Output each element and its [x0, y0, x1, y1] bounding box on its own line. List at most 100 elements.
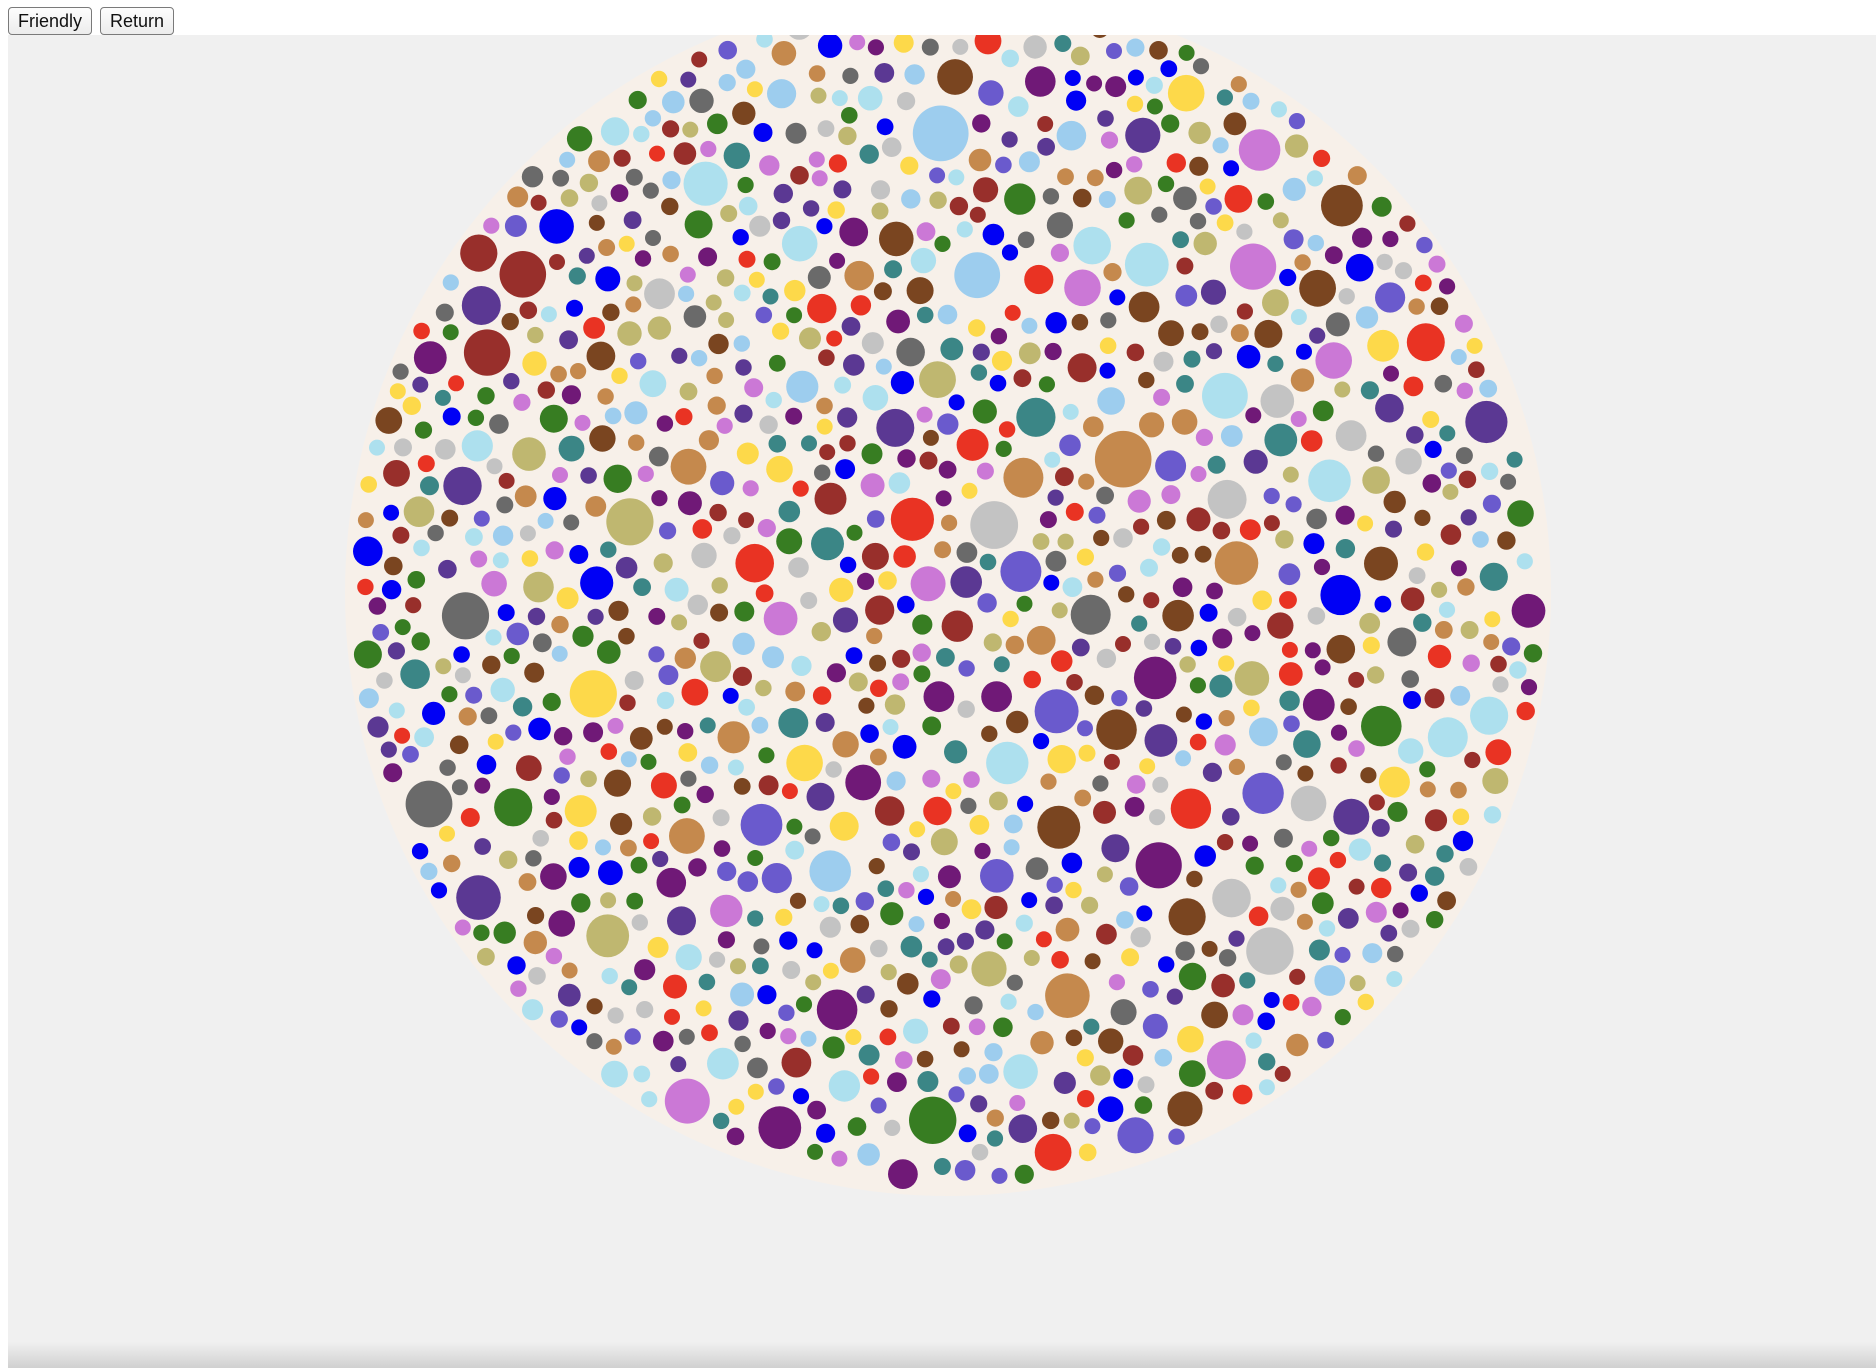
bubble[interactable]	[970, 364, 988, 381]
bubble[interactable]	[1103, 263, 1122, 282]
bubble[interactable]	[1299, 269, 1336, 307]
bubble[interactable]	[1479, 379, 1498, 398]
bubble[interactable]	[1206, 1040, 1246, 1080]
bubble[interactable]	[880, 902, 904, 926]
bubble[interactable]	[1375, 393, 1404, 423]
bubble[interactable]	[1056, 120, 1087, 151]
bubble[interactable]	[945, 891, 962, 907]
bubble[interactable]	[735, 543, 774, 583]
bubble[interactable]	[1416, 543, 1435, 561]
bubble[interactable]	[1222, 808, 1240, 826]
bubble[interactable]	[1193, 231, 1217, 256]
bubble[interactable]	[1065, 881, 1082, 899]
bubble[interactable]	[383, 504, 400, 521]
bubble[interactable]	[480, 707, 498, 725]
bubble[interactable]	[1367, 445, 1385, 462]
bubble[interactable]	[892, 673, 910, 691]
bubble[interactable]	[1094, 430, 1152, 488]
bubble[interactable]	[860, 724, 879, 743]
bubble[interactable]	[730, 958, 746, 975]
bubble[interactable]	[1096, 486, 1114, 505]
bubble[interactable]	[978, 1064, 999, 1084]
bubble[interactable]	[701, 1024, 718, 1042]
bubble[interactable]	[682, 121, 699, 138]
bubble[interactable]	[747, 1057, 768, 1079]
bubble[interactable]	[376, 672, 393, 689]
bubble[interactable]	[539, 404, 568, 433]
bubble[interactable]	[1236, 344, 1261, 369]
bubble[interactable]	[995, 156, 1012, 174]
bubble[interactable]	[1138, 371, 1155, 389]
bubble[interactable]	[759, 155, 780, 176]
bubble[interactable]	[753, 123, 773, 142]
bubble[interactable]	[930, 969, 951, 990]
bubble[interactable]	[742, 480, 759, 497]
bubble[interactable]	[723, 142, 750, 169]
bubble[interactable]	[881, 137, 902, 157]
bubble[interactable]	[799, 327, 821, 350]
bubble[interactable]	[442, 274, 459, 291]
bubble[interactable]	[569, 670, 617, 718]
bubble[interactable]	[841, 317, 861, 336]
bubble[interactable]	[1484, 611, 1501, 628]
bubble[interactable]	[1313, 558, 1331, 576]
bubble[interactable]	[1071, 313, 1089, 331]
bubble[interactable]	[442, 324, 459, 341]
bubble[interactable]	[822, 1036, 845, 1059]
bubble[interactable]	[1125, 117, 1161, 153]
bubble[interactable]	[1189, 213, 1207, 230]
bubble[interactable]	[740, 803, 783, 846]
bubble[interactable]	[1077, 720, 1093, 737]
bubble[interactable]	[402, 745, 419, 763]
bubble[interactable]	[600, 541, 617, 558]
bubble[interactable]	[394, 438, 412, 457]
bubble[interactable]	[489, 414, 509, 434]
bubble[interactable]	[841, 107, 858, 124]
bubble[interactable]	[1246, 927, 1294, 975]
bubble[interactable]	[1243, 449, 1268, 474]
bubble[interactable]	[1126, 95, 1144, 113]
bubble[interactable]	[858, 697, 875, 714]
bubble[interactable]	[970, 1095, 988, 1113]
bubble[interactable]	[607, 1007, 624, 1024]
bubble[interactable]	[683, 305, 707, 328]
bubble[interactable]	[712, 1112, 730, 1130]
bubble[interactable]	[383, 460, 410, 487]
bubble[interactable]	[1371, 818, 1390, 837]
bubble[interactable]	[1008, 96, 1029, 117]
bubble[interactable]	[631, 914, 648, 931]
bubble[interactable]	[1103, 753, 1120, 770]
bubble[interactable]	[804, 828, 821, 845]
bubble[interactable]	[1090, 1065, 1111, 1086]
bubble[interactable]	[1001, 131, 1018, 148]
bubble[interactable]	[357, 578, 374, 596]
bubble[interactable]	[843, 354, 865, 376]
bubble[interactable]	[1398, 738, 1424, 764]
bubble[interactable]	[1252, 590, 1272, 611]
bubble[interactable]	[728, 1098, 745, 1115]
bubble[interactable]	[1436, 845, 1454, 863]
bubble[interactable]	[1054, 35, 1072, 52]
bubble[interactable]	[571, 1019, 588, 1036]
bubble[interactable]	[916, 222, 936, 242]
bubble[interactable]	[506, 622, 530, 646]
bubble[interactable]	[1032, 533, 1050, 550]
bubble[interactable]	[420, 862, 438, 881]
bubble[interactable]	[1399, 863, 1418, 882]
bubble[interactable]	[817, 120, 835, 137]
bubble[interactable]	[1302, 688, 1335, 721]
bubble[interactable]	[1457, 578, 1475, 596]
bubble[interactable]	[559, 151, 576, 168]
bubble[interactable]	[1296, 913, 1313, 930]
bubble[interactable]	[572, 625, 594, 647]
bubble[interactable]	[583, 317, 605, 339]
bubble[interactable]	[628, 90, 647, 110]
bubble[interactable]	[623, 211, 642, 230]
bubble[interactable]	[522, 999, 544, 1021]
bubble[interactable]	[608, 600, 629, 621]
bubble[interactable]	[1468, 361, 1485, 379]
bubble[interactable]	[1172, 231, 1189, 249]
bubble[interactable]	[461, 286, 501, 325]
bubble[interactable]	[877, 880, 895, 897]
bubble[interactable]	[1099, 362, 1116, 379]
